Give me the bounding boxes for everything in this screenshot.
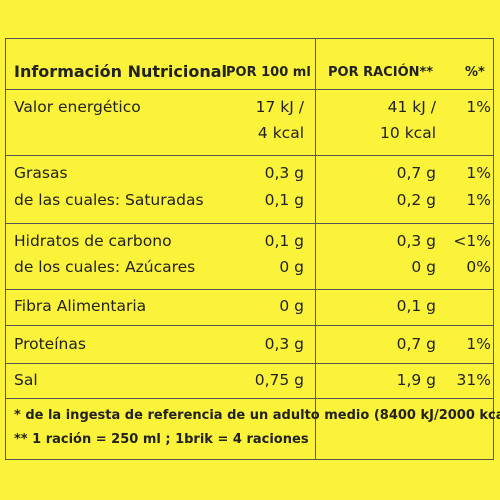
- row-label: Fibra Alimentaria: [14, 297, 147, 315]
- serving-value: 0,2 g: [396, 191, 436, 209]
- row-divider: [5, 363, 494, 364]
- row-label: Grasas: [14, 164, 68, 182]
- per-100ml-header: POR 100 ml: [226, 65, 311, 80]
- serving-value: 0,1 g: [396, 297, 436, 315]
- row-divider: [5, 155, 494, 156]
- percent-value: 0%: [466, 258, 491, 276]
- serving-value: 10 kcal: [380, 124, 436, 142]
- row-label: Proteínas: [14, 335, 86, 353]
- per100-value: 0,3 g: [264, 164, 304, 182]
- serving-value: 0,7 g: [396, 335, 436, 353]
- serving-value: 0,7 g: [396, 164, 436, 182]
- header-divider: [5, 89, 494, 90]
- row-label: Hidratos de carbono: [14, 232, 172, 250]
- serving-value: 0 g: [411, 258, 436, 276]
- footnote-reference-intake: * de la ingesta de referencia de un adul…: [14, 408, 500, 423]
- row-divider: [5, 223, 494, 224]
- per100-value: 0 g: [279, 258, 304, 276]
- footnote-serving-size: ** 1 ración = 250 ml ; 1brik = 4 racione…: [14, 432, 309, 447]
- row-label: Valor energético: [14, 98, 141, 116]
- row-divider: [5, 325, 494, 326]
- percent-value: 1%: [466, 191, 491, 209]
- percent-value: 1%: [466, 164, 491, 182]
- serving-value: 0,3 g: [396, 232, 436, 250]
- per100-value: 4 kcal: [257, 124, 304, 142]
- nutrition-table-frame: [5, 38, 494, 460]
- per100-value: 0 g: [279, 297, 304, 315]
- percent-value: 1%: [466, 98, 491, 116]
- per100-value: 0,75 g: [254, 371, 304, 389]
- row-divider: [5, 289, 494, 290]
- per100-value: 17 kJ /: [255, 98, 304, 116]
- row-label: de las cuales: Saturadas: [14, 191, 204, 209]
- serving-value: 1,9 g: [396, 371, 436, 389]
- percent-value: 31%: [456, 371, 491, 389]
- per-serving-header: POR RACIÓN**: [328, 65, 434, 80]
- row-label: Sal: [14, 371, 38, 389]
- per100-value: 0,1 g: [264, 232, 304, 250]
- table-title: Información Nutricional: [14, 62, 228, 81]
- column-divider: [315, 38, 316, 460]
- per100-value: 0,1 g: [264, 191, 304, 209]
- serving-value: 41 kJ /: [387, 98, 436, 116]
- row-divider: [5, 398, 494, 399]
- percent-header: %*: [465, 65, 485, 80]
- row-label: de los cuales: Azúcares: [14, 258, 196, 276]
- percent-value: <1%: [453, 232, 491, 250]
- percent-value: 1%: [466, 335, 491, 353]
- per100-value: 0,3 g: [264, 335, 304, 353]
